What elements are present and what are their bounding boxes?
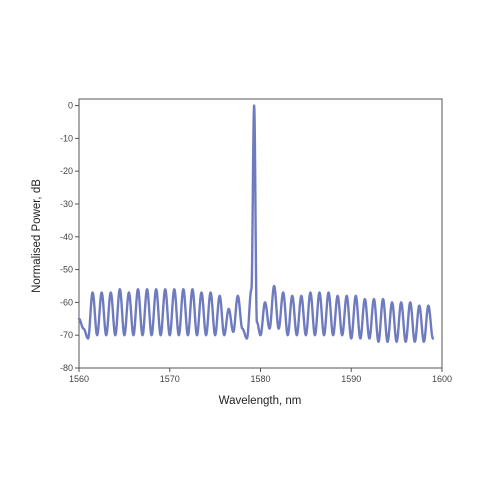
series-layer [77, 104, 435, 343]
y-axis-title: Normalised Power, dB [31, 179, 43, 293]
x-tick-label: 1600 [432, 374, 452, 384]
x-axis-title: Wavelength, nm [219, 395, 302, 407]
y-tick-label: -40 [60, 232, 73, 242]
spectrum-line [77, 104, 435, 343]
x-axis: 1560 1570 1580 1590 1600 [69, 368, 452, 384]
y-axis: 0 -10 -20 -30 -40 -50 -60 -70 -80 [60, 101, 79, 373]
x-tick-label: 1580 [250, 374, 270, 384]
y-tick-label: -10 [60, 133, 73, 143]
y-tick-label: -60 [60, 297, 73, 307]
x-tick-label: 1560 [69, 374, 89, 384]
x-tick-label: 1590 [341, 374, 361, 384]
y-tick-label: -20 [60, 166, 73, 176]
y-tick-label: -30 [60, 199, 73, 209]
y-tick-label: 0 [68, 101, 73, 111]
y-tick-label: -80 [60, 363, 73, 373]
x-tick-label: 1570 [160, 374, 180, 384]
y-tick-label: -70 [60, 330, 73, 340]
y-tick-label: -50 [60, 265, 73, 275]
